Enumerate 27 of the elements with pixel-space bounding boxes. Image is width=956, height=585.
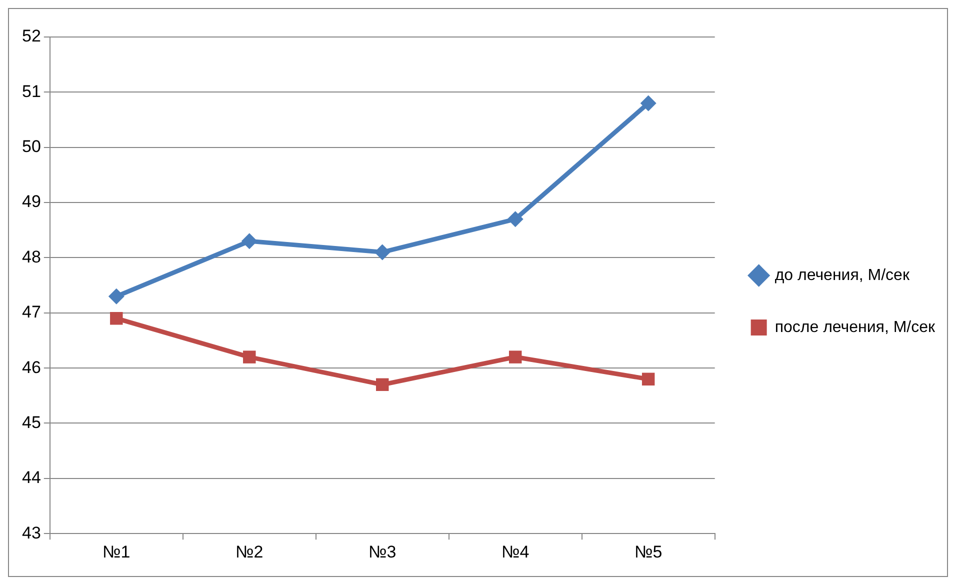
- x-tick-label: №3: [368, 542, 396, 562]
- point: [241, 233, 258, 250]
- point: [508, 350, 522, 364]
- x-tick-label: №2: [236, 542, 264, 562]
- y-tick-label: 48: [22, 247, 41, 266]
- legend-label: до лечения, М/сек: [774, 266, 910, 284]
- point: [108, 288, 124, 304]
- y-tick-label: 51: [22, 82, 41, 101]
- y-tick-label: 45: [22, 412, 41, 432]
- y-tick-label: 50: [22, 137, 41, 156]
- point: [376, 378, 389, 391]
- legend-label: после лечения, М/сек: [774, 318, 936, 336]
- x-tick-label: №4: [501, 542, 530, 562]
- y-tick-label: 44: [22, 468, 41, 488]
- point: [642, 372, 655, 386]
- y-tick-label: 52: [22, 26, 41, 46]
- point: [110, 312, 123, 325]
- y-tick-label: 46: [22, 358, 41, 377]
- point: [243, 350, 256, 364]
- point: [507, 211, 524, 228]
- x-tick-label: №5: [634, 542, 662, 562]
- point: [640, 95, 656, 112]
- y-tick-label: 43: [22, 523, 41, 542]
- x-tick-label: №1: [102, 542, 130, 562]
- y-tick-label: 47: [22, 302, 41, 322]
- point: [374, 244, 390, 260]
- y-tick-label: 49: [22, 192, 41, 212]
